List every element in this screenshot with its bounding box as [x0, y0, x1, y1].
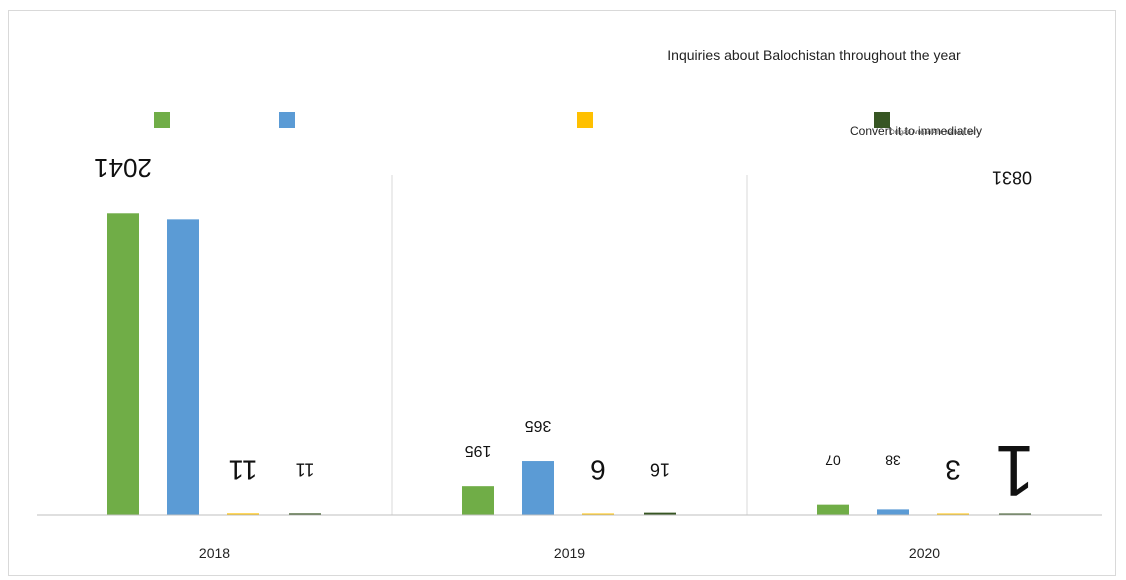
bar-2018-series-2	[167, 219, 199, 515]
bar-2020-series-1	[817, 504, 849, 515]
x-tick-label-2020: 2020	[909, 545, 940, 561]
data-label-2019-series-2: 365	[525, 417, 552, 434]
legend-swatch-series-3	[577, 112, 593, 128]
bar-2019-series-2	[522, 461, 554, 515]
bar-2020-series-2	[877, 509, 909, 515]
legend-swatch-series-1	[154, 112, 170, 128]
data-label-2019-series-3: 6	[590, 455, 606, 486]
legend-small-text: Omgasi Amqari Ano wa baqi aur	[890, 130, 976, 136]
bar-2020-series-4	[999, 513, 1031, 515]
data-label-2020-series-1: 07	[825, 452, 841, 468]
bar-2018-series-4	[289, 513, 321, 515]
category-separators	[391, 175, 748, 515]
data-label-2019-series-1: 195	[465, 442, 492, 459]
data-label-2018-series-4: 11	[296, 459, 315, 479]
bar-2019-series-1	[462, 486, 494, 515]
bar-2019-series-4	[644, 512, 676, 515]
bar-2019-series-3	[582, 513, 614, 515]
extra-label: 0831	[992, 167, 1032, 187]
data-labels: 2041 11 11 195 365 6 16 07 38 3 1 0831	[94, 153, 1035, 510]
chart-frame	[8, 10, 1116, 576]
data-label-2020-series-3: 3	[945, 455, 961, 486]
data-label-2019-series-4: 16	[650, 459, 670, 479]
x-tick-labels: 2018 2019 2020	[199, 545, 940, 561]
x-tick-label-2018: 2018	[199, 545, 230, 561]
legend-swatch-series-2	[279, 112, 295, 128]
data-label-2020-series-4: 1	[995, 430, 1035, 510]
bar-2018-series-1	[107, 213, 139, 515]
data-label-2020-series-2: 38	[885, 452, 901, 468]
legend-swatch-series-4	[874, 112, 890, 128]
data-label-2018-series-3: 11	[228, 455, 257, 486]
bar-2020-series-3	[937, 513, 969, 515]
legend-label-series-4: Convert it to immediately	[850, 124, 982, 138]
bars	[107, 213, 1031, 515]
chart-title: Inquiries about Balochistan throughout t…	[667, 47, 961, 63]
data-label-2018-series-1: 2041	[94, 153, 152, 183]
bar-2018-series-3	[227, 513, 259, 515]
x-tick-label-2019: 2019	[554, 545, 585, 561]
